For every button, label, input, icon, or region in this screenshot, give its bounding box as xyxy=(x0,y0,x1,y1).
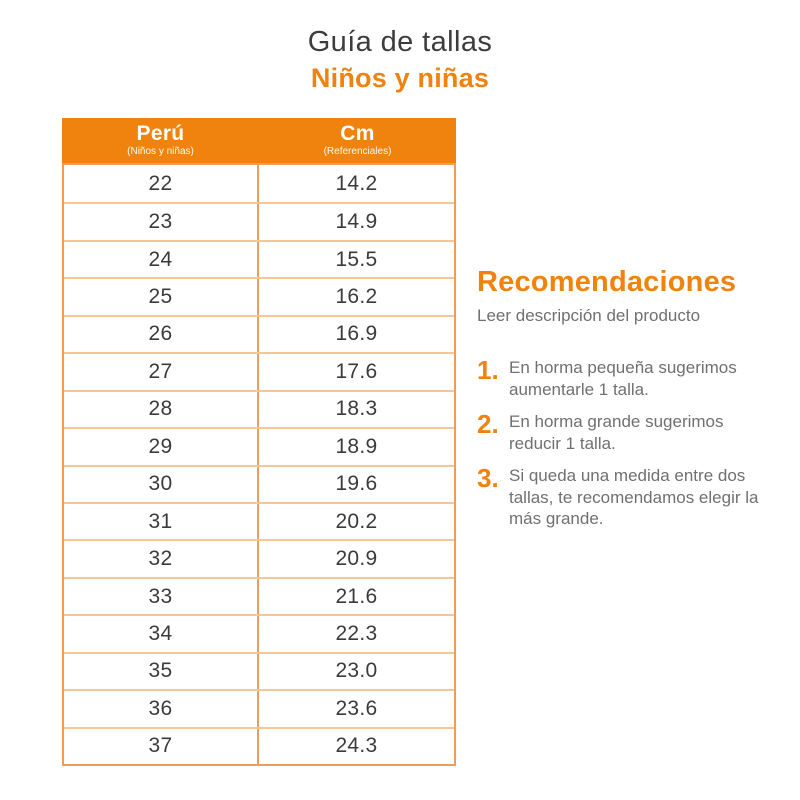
title-block: Guía de tallas Niños y niñas xyxy=(0,26,800,94)
recommendations-section: Recomendaciones Leer descripción del pro… xyxy=(477,266,782,541)
table-row: 37 24.3 xyxy=(64,726,454,764)
column-header-peru-sub: (Niños y niñas) xyxy=(127,146,194,158)
size-cell-peru: 29 xyxy=(64,429,259,465)
column-header-peru: Perú (Niños y niñas) xyxy=(62,118,259,163)
size-cell-cm: 24.3 xyxy=(335,734,378,758)
size-table: Perú (Niños y niñas) Cm (Referenciales) … xyxy=(62,118,456,766)
size-cell-peru: 31 xyxy=(64,503,259,540)
size-cell-cm: 14.2 xyxy=(335,171,378,195)
size-cell-cm: 23.0 xyxy=(335,659,378,683)
table-row: 29 18.9 xyxy=(64,427,454,465)
size-cell-cm: 16.2 xyxy=(335,285,378,309)
table-row: 26 16.9 xyxy=(64,314,454,353)
size-cell-cm: 20.2 xyxy=(335,509,378,533)
table-row: 31 20.2 xyxy=(64,501,454,540)
table-row: 30 19.6 xyxy=(64,464,454,502)
table-row: 33 21.6 xyxy=(64,576,454,615)
size-cell-peru: 34 xyxy=(64,616,259,652)
size-cell-cm: 14.9 xyxy=(335,210,378,234)
size-cell-cm: 17.6 xyxy=(335,359,378,383)
column-header-cm: Cm (Referenciales) xyxy=(259,118,456,163)
size-cell-peru: 35 xyxy=(64,653,259,690)
size-cell-peru: 37 xyxy=(64,728,259,764)
size-table-header: Perú (Niños y niñas) Cm (Referenciales) xyxy=(62,118,456,163)
size-cell-cm: 16.9 xyxy=(335,322,378,346)
column-header-peru-label: Perú xyxy=(136,122,185,146)
size-cell-cm: 23.6 xyxy=(335,696,378,720)
list-item-number: 3. xyxy=(477,463,499,493)
list-item-text: En horma grande sugerimos reducir 1 tall… xyxy=(509,412,724,453)
list-item-text: Si queda una medida entre dos tallas, te… xyxy=(509,466,759,528)
size-cell-peru: 28 xyxy=(64,391,259,428)
size-cell-peru: 30 xyxy=(64,466,259,502)
column-header-cm-sub: (Referenciales) xyxy=(323,146,392,158)
table-row: 22 14.2 xyxy=(64,165,454,203)
list-item-number: 1. xyxy=(477,355,499,385)
list-item-number: 2. xyxy=(477,409,499,439)
recommendations-list: 1. En horma pequeña sugerimos aumentarle… xyxy=(477,357,782,530)
list-item-text: En horma pequeña sugerimos aumentarle 1 … xyxy=(509,358,737,399)
size-cell-cm: 15.5 xyxy=(335,247,378,271)
table-row: 25 16.2 xyxy=(64,277,454,315)
table-row: 28 18.3 xyxy=(64,389,454,428)
table-row: 35 23.0 xyxy=(64,651,454,690)
table-row: 36 23.6 xyxy=(64,689,454,727)
list-item: 1. En horma pequeña sugerimos aumentarle… xyxy=(477,357,782,400)
size-cell-peru: 23 xyxy=(64,204,259,240)
size-cell-cm: 18.3 xyxy=(335,397,378,421)
column-header-cm-label: Cm xyxy=(340,122,375,146)
size-table-body: 22 14.2 23 14.9 24 15.5 25 16.2 26 16.9 … xyxy=(62,163,456,766)
recommendations-title: Recomendaciones xyxy=(477,266,737,298)
size-cell-peru: 33 xyxy=(64,578,259,615)
size-cell-peru: 24 xyxy=(64,241,259,278)
table-row: 32 20.9 xyxy=(64,539,454,577)
table-row: 34 22.3 xyxy=(64,614,454,652)
size-cell-cm: 22.3 xyxy=(335,621,378,645)
page-title: Guía de tallas xyxy=(307,26,493,58)
recommendations-subtitle: Leer descripción del producto xyxy=(477,306,701,325)
page-subtitle: Niños y niñas xyxy=(310,63,490,93)
size-cell-peru: 26 xyxy=(64,316,259,353)
table-row: 27 17.6 xyxy=(64,352,454,390)
list-item: 3. Si queda una medida entre dos tallas,… xyxy=(477,465,782,530)
list-item: 2. En horma grande sugerimos reducir 1 t… xyxy=(477,411,782,454)
size-cell-cm: 19.6 xyxy=(335,472,378,496)
table-row: 24 15.5 xyxy=(64,239,454,278)
size-cell-cm: 20.9 xyxy=(335,547,378,571)
table-row: 23 14.9 xyxy=(64,202,454,240)
size-cell-peru: 32 xyxy=(64,541,259,577)
size-cell-peru: 27 xyxy=(64,354,259,390)
size-cell-peru: 25 xyxy=(64,279,259,315)
size-cell-peru: 36 xyxy=(64,691,259,727)
size-cell-cm: 18.9 xyxy=(335,434,378,458)
size-cell-cm: 21.6 xyxy=(335,584,378,608)
size-cell-peru: 22 xyxy=(64,165,259,203)
